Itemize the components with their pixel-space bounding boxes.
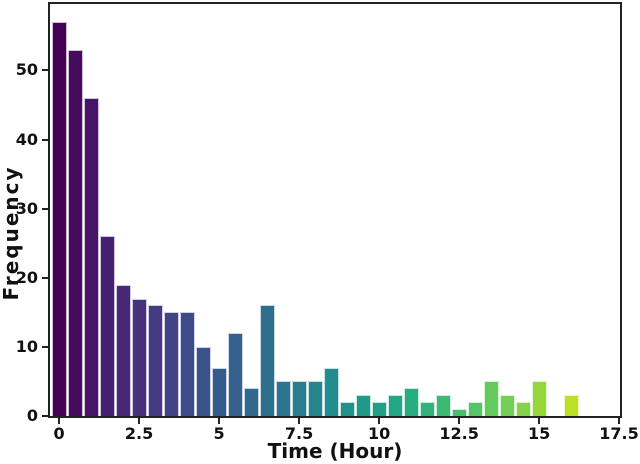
histogram-bar	[563, 395, 579, 416]
x-tick-mark	[138, 418, 141, 424]
histogram-bar	[531, 381, 547, 416]
histogram-bar	[99, 236, 115, 416]
histogram-bar	[515, 402, 531, 416]
x-tick-mark	[618, 418, 620, 424]
x-axis-label: Time (Hour)	[267, 439, 403, 463]
y-tick-mark	[42, 69, 48, 72]
histogram-bar	[179, 312, 195, 416]
x-tick-label: 12.5	[439, 424, 479, 443]
y-axis-label: Frequency	[0, 165, 23, 301]
histogram-bar	[403, 388, 419, 416]
x-tick-mark	[298, 418, 301, 424]
histogram-bar	[291, 381, 307, 416]
x-tick-label: 0	[53, 424, 65, 443]
x-tick-mark	[538, 418, 541, 424]
histogram-bar	[419, 402, 435, 416]
x-tick-label: 2.5	[124, 424, 154, 443]
x-tick-label: 5	[213, 424, 225, 443]
histogram-bar	[195, 346, 211, 416]
x-tick-mark	[58, 418, 61, 424]
histogram-bar	[131, 298, 147, 416]
histogram-bar	[467, 402, 483, 416]
histogram-bar	[339, 402, 355, 416]
histogram-bar	[451, 409, 467, 416]
y-tick-mark	[42, 207, 48, 210]
histogram-bar	[307, 381, 323, 416]
plot-area	[48, 2, 622, 418]
y-tick-label: 20	[15, 267, 38, 287]
histogram-bar	[499, 395, 515, 416]
y-tick-label: 40	[15, 129, 38, 149]
x-tick-mark	[458, 418, 461, 424]
x-tick-mark	[218, 418, 221, 424]
y-tick-mark	[42, 415, 48, 417]
histogram-bar	[435, 395, 451, 416]
x-tick-label: 15	[527, 424, 551, 443]
histogram-bar	[163, 312, 179, 416]
bars-container	[50, 4, 620, 416]
histogram-bar	[147, 305, 163, 416]
histogram-bar	[259, 305, 275, 416]
y-tick-mark	[42, 276, 48, 279]
histogram-bar	[51, 22, 67, 416]
x-tick-label: 10	[367, 424, 391, 443]
histogram-bar	[275, 381, 291, 416]
histogram-bar	[483, 381, 499, 416]
y-tick-label: 50	[15, 60, 38, 80]
x-tick-label: 17.5	[599, 424, 639, 443]
histogram-bar	[227, 333, 243, 416]
x-tick-label: 7.5	[284, 424, 314, 443]
histogram-bar	[67, 49, 83, 416]
histogram-bar	[115, 284, 131, 416]
x-tick-mark	[378, 418, 381, 424]
histogram-bar	[355, 395, 371, 416]
y-tick-label: 30	[15, 198, 38, 218]
histogram-bar	[211, 367, 227, 416]
y-tick-label: 0	[26, 406, 38, 425]
y-tick-mark	[42, 138, 48, 141]
histogram-bar	[387, 395, 403, 416]
histogram-bar	[243, 388, 259, 416]
y-tick-mark	[42, 345, 48, 348]
histogram-bar	[323, 367, 339, 416]
histogram-bar	[83, 98, 99, 416]
y-tick-label: 10	[15, 336, 38, 356]
histogram-bar	[371, 402, 387, 416]
